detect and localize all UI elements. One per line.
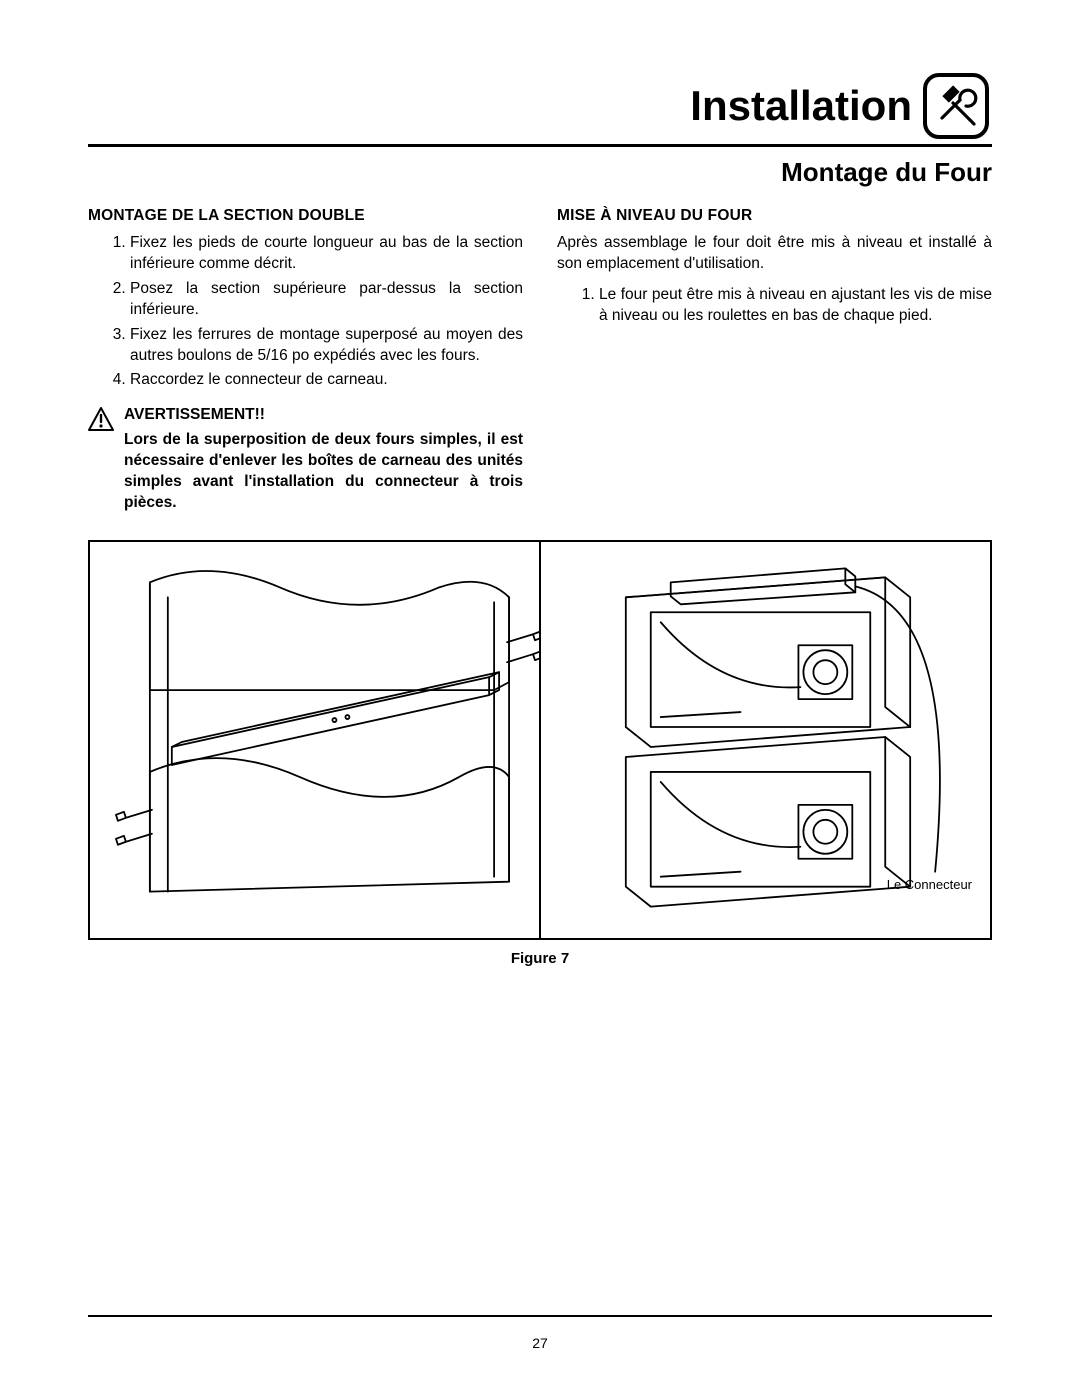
warning-block: AVERTISSEMENT!! Lors de la superposition…: [88, 405, 523, 514]
bottom-border: [88, 1315, 992, 1317]
tools-icon: [920, 70, 992, 142]
list-item: Raccordez le connecteur de carneau.: [130, 370, 523, 391]
left-steps: Fixez les pieds de courte longueur au ba…: [88, 233, 523, 391]
header-row: Installation: [88, 70, 992, 142]
content-columns: MONTAGE DE LA SECTION DOUBLE Fixez les p…: [88, 206, 992, 514]
figure-left: [90, 542, 539, 938]
left-subhead: MONTAGE DE LA SECTION DOUBLE: [88, 206, 523, 227]
warning-title: AVERTISSEMENT!!: [124, 405, 523, 426]
list-item: Fixez les pieds de courte longueur au ba…: [130, 233, 523, 275]
connector-label: Le Connecteur: [887, 877, 972, 892]
list-item: Posez la section supérieure par-dessus l…: [130, 279, 523, 321]
section-title: Montage du Four: [88, 157, 992, 188]
warning-icon: [88, 407, 114, 438]
list-item: Le four peut être mis à niveau en ajusta…: [599, 285, 992, 327]
document-title: Installation: [690, 82, 912, 130]
page-number: 27: [0, 1335, 1080, 1351]
right-subhead: MISE À NIVEAU DU FOUR: [557, 206, 992, 227]
page: Installation Montage du Four MON: [0, 0, 1080, 1397]
list-item: Fixez les ferrures de montage superposé …: [130, 325, 523, 367]
left-column: MONTAGE DE LA SECTION DOUBLE Fixez les p…: [88, 206, 523, 514]
warning-body: Lors de la superposition de deux fours s…: [124, 430, 523, 514]
figure-caption: Figure 7: [88, 950, 992, 967]
warning-text: AVERTISSEMENT!! Lors de la superposition…: [124, 405, 523, 514]
bracket-diagram-svg: [90, 542, 539, 938]
right-column: MISE À NIVEAU DU FOUR Après assemblage l…: [557, 206, 992, 514]
figure-right: Le Connecteur: [541, 542, 990, 938]
right-lead: Après assemblage le four doit être mis à…: [557, 233, 992, 275]
header-rule: [88, 144, 992, 147]
figure-box: Le Connecteur: [88, 540, 992, 940]
right-steps: Le four peut être mis à niveau en ajusta…: [557, 285, 992, 327]
